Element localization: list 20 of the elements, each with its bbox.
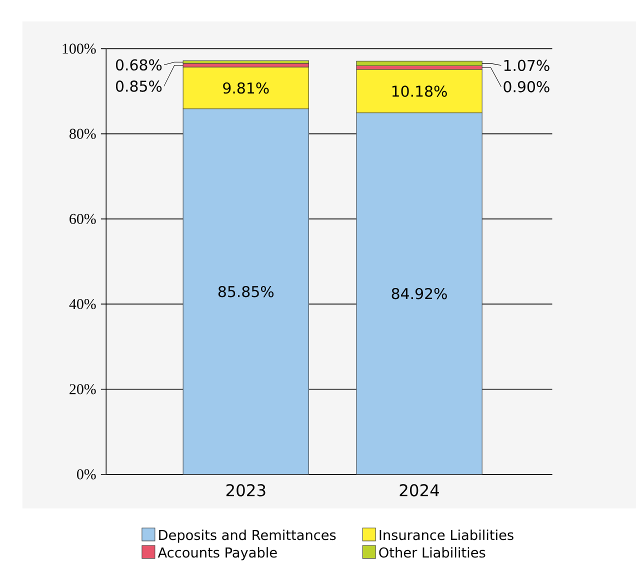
data-label: 0.90% [504, 81, 550, 92]
data-label: 0.68% [116, 59, 162, 71]
y-tick-label: 60% [70, 214, 96, 224]
x-tick-label: 2023 [226, 484, 266, 496]
y-tick-label: 40% [69, 299, 96, 310]
legend-label: Insurance Liabilities [380, 530, 514, 540]
x-tick-label: 2024 [400, 484, 439, 496]
y-tick-label: 100% [62, 44, 96, 54]
data-label: 85.85% [218, 286, 274, 298]
legend-label: Deposits and Remittances [159, 530, 336, 543]
data-label: 1.07% [504, 60, 550, 72]
data-label: 0.85% [116, 80, 162, 92]
y-tick-label: 0% [77, 469, 96, 480]
legend-label: Other Liabilities [379, 547, 486, 558]
y-tick-label: 20% [70, 384, 96, 394]
data-label: 84.92% [392, 288, 447, 300]
data-label: 9.81% [223, 82, 269, 94]
y-tick-label: 80% [70, 128, 96, 139]
legend-label: Accounts Payable [158, 547, 277, 560]
data-label: 10.18% [392, 86, 447, 97]
